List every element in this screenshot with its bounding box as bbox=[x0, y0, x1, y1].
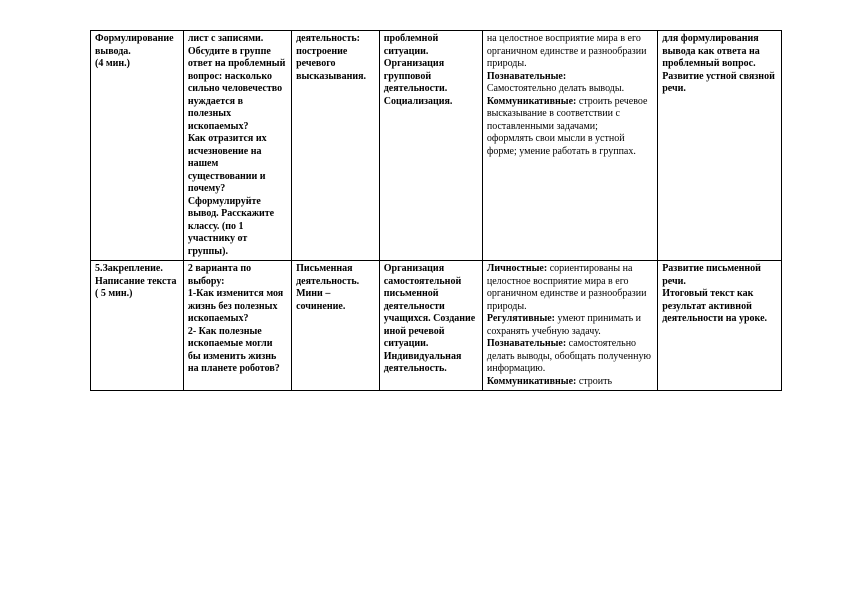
table-row: Формулирование вывода.(4 мин.) лист с за… bbox=[91, 31, 782, 261]
cell-uud: Личностные: сориентированы на целостное … bbox=[482, 261, 657, 391]
cell-uud: на целостное восприятие мира в его орган… bbox=[482, 31, 657, 261]
cell-activity: 2 варианта по выбору:1-Как изменится моя… bbox=[183, 261, 291, 391]
cell-form: деятельность: построение речевого высказ… bbox=[292, 31, 380, 261]
lesson-plan-table: Формулирование вывода.(4 мин.) лист с за… bbox=[90, 30, 782, 391]
cell-org: проблемной ситуации. Организация группов… bbox=[379, 31, 482, 261]
cell-result: для формулирования вывода как ответа на … bbox=[658, 31, 782, 261]
cell-activity: лист с записями. Обсудите в группе ответ… bbox=[183, 31, 291, 261]
cell-stage: 5.Закрепление. Написание текста( 5 мин.) bbox=[91, 261, 184, 391]
cell-stage: Формулирование вывода.(4 мин.) bbox=[91, 31, 184, 261]
document-page: Формулирование вывода.(4 мин.) лист с за… bbox=[0, 0, 842, 595]
table-row: 5.Закрепление. Написание текста( 5 мин.)… bbox=[91, 261, 782, 391]
cell-org: Организация самостоятельной письменной д… bbox=[379, 261, 482, 391]
cell-form: Письменная деятельность. Мини – сочинени… bbox=[292, 261, 380, 391]
cell-result: Развитие письменной речи.Итоговый текст … bbox=[658, 261, 782, 391]
table-body: Формулирование вывода.(4 мин.) лист с за… bbox=[91, 31, 782, 391]
